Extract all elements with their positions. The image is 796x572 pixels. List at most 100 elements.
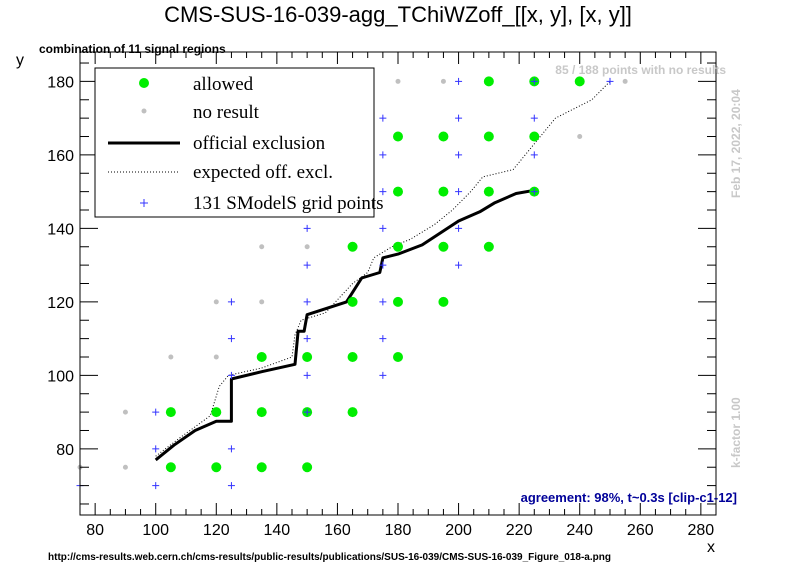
- legend: allowed no result official exclusion exp…: [94, 67, 384, 218]
- y-tick-label: 120: [47, 295, 74, 312]
- allowed-point: [438, 241, 449, 252]
- y-tick-label: 80: [56, 442, 74, 459]
- no-result-point: [304, 244, 310, 250]
- no-result-point: [259, 299, 265, 305]
- chart-subtitle: combination of 11 signal regions: [39, 42, 226, 56]
- x-tick-label: 120: [203, 522, 230, 539]
- allowed-point: [529, 131, 540, 142]
- smodels-grid-point: [530, 151, 538, 159]
- allowed-point: [393, 296, 403, 307]
- allowed-point: [256, 407, 267, 418]
- x-tick-label: 80: [86, 522, 104, 539]
- smodels-grid-point: [227, 445, 235, 453]
- smodels-grid-point: [379, 151, 387, 159]
- smodels-grid-point: [606, 77, 614, 85]
- allowed-point: [165, 462, 176, 473]
- smodels-grid-point: [455, 224, 463, 232]
- exclusion-curves: [154, 81, 611, 462]
- smodels-grid-point: [303, 224, 311, 232]
- chart-title: CMS-SUS-16-039-agg_TChiWZoff_[[x, y], [x…: [164, 2, 632, 27]
- allowed-point: [393, 351, 403, 362]
- smodels-grid-point: [227, 371, 235, 379]
- no-result-point: [440, 78, 446, 84]
- no-result-point: [168, 354, 174, 360]
- allowed-point: [347, 407, 358, 418]
- source-url: http://cms-results.web.cern.ch/cms-resul…: [48, 552, 611, 563]
- x-tick-label: 280: [688, 522, 715, 539]
- smodels-grid-point: [152, 408, 160, 416]
- allowed-point: [347, 351, 358, 362]
- smodels-grid-point: [227, 335, 235, 343]
- smodels-grid-point: [455, 188, 463, 196]
- y-axis-label: y: [16, 52, 24, 69]
- smodels-grid-point: [379, 224, 387, 232]
- smodels-grid-point: [303, 298, 311, 306]
- legend-grid-marker: [140, 199, 148, 207]
- legend-allowed-marker: [139, 78, 149, 88]
- axes: 80 100 120 140 160 180 200 220 240 260 280 80 100 120…: [47, 52, 717, 539]
- allowed-point: [483, 76, 494, 87]
- y-tick-label: 180: [47, 74, 74, 91]
- smodels-grid-point: [455, 114, 463, 122]
- allowed-point: [302, 351, 313, 362]
- allowed-point: [483, 131, 494, 142]
- no-result-point: [622, 78, 628, 84]
- allowed-point: [347, 296, 358, 307]
- allowed-point: [483, 241, 494, 252]
- allowed-point: [574, 76, 585, 87]
- smodels-grid-point: [379, 114, 387, 122]
- smodels-grid-point: [227, 298, 235, 306]
- allowed-point: [438, 186, 449, 197]
- smodels-grid-point: [379, 371, 387, 379]
- smodels-grid-point: [379, 335, 387, 343]
- smodels-grid-point: [303, 261, 311, 269]
- x-tick-label: 100: [142, 522, 169, 539]
- no-result-point: [577, 134, 583, 140]
- allowed-point: [438, 131, 449, 142]
- y-tick-label: 140: [47, 221, 74, 238]
- allowed-point: [393, 131, 403, 142]
- no-result-point: [259, 244, 265, 250]
- smodels-grid-point: [152, 482, 160, 490]
- x-axis-label: x: [707, 539, 715, 556]
- data-points: [76, 76, 628, 490]
- official-exclusion-line: [154, 188, 538, 462]
- y-tick-label: 160: [47, 148, 74, 165]
- x-tick-label: 260: [627, 522, 654, 539]
- allowed-point: [393, 186, 403, 197]
- kfactor-annotation: k-factor 1.00: [729, 397, 743, 468]
- smodels-grid-point: [379, 261, 387, 269]
- x-tick-label: 180: [385, 522, 412, 539]
- allowed-point: [211, 462, 222, 473]
- legend-grid-label: 131 SModelS grid points: [193, 193, 384, 214]
- x-tick-label: 240: [566, 522, 593, 539]
- allowed-point: [347, 241, 358, 252]
- legend-official-label: official exclusion: [193, 133, 326, 154]
- legend-expected-label: expected off. excl.: [193, 162, 333, 183]
- allowed-point: [165, 407, 176, 418]
- no-result-point: [213, 299, 219, 305]
- allowed-point: [438, 296, 449, 307]
- expected-exclusion-line: [155, 81, 611, 457]
- legend-allowed-label: allowed: [193, 74, 254, 95]
- x-tick-label: 140: [264, 522, 291, 539]
- allowed-point: [393, 241, 403, 252]
- no-results-annotation: 85 / 188 points with no results: [555, 63, 726, 77]
- legend-noresult-label: no result: [193, 102, 260, 123]
- no-result-point: [213, 354, 219, 360]
- smodels-grid-point: [455, 151, 463, 159]
- smodels-grid-point: [379, 298, 387, 306]
- smodels-grid-point: [303, 408, 311, 416]
- smodels-grid-point: [530, 114, 538, 122]
- legend-noresult-marker: [141, 108, 147, 114]
- smodels-grid-point: [303, 371, 311, 379]
- allowed-point: [483, 186, 494, 197]
- smodels-grid-point: [455, 261, 463, 269]
- smodels-grid-point: [530, 77, 538, 85]
- smodels-grid-point: [455, 77, 463, 85]
- smodels-grid-point: [227, 482, 235, 490]
- y-tick-label: 100: [47, 368, 74, 385]
- smodels-grid-point: [379, 188, 387, 196]
- x-tick-label: 160: [324, 522, 351, 539]
